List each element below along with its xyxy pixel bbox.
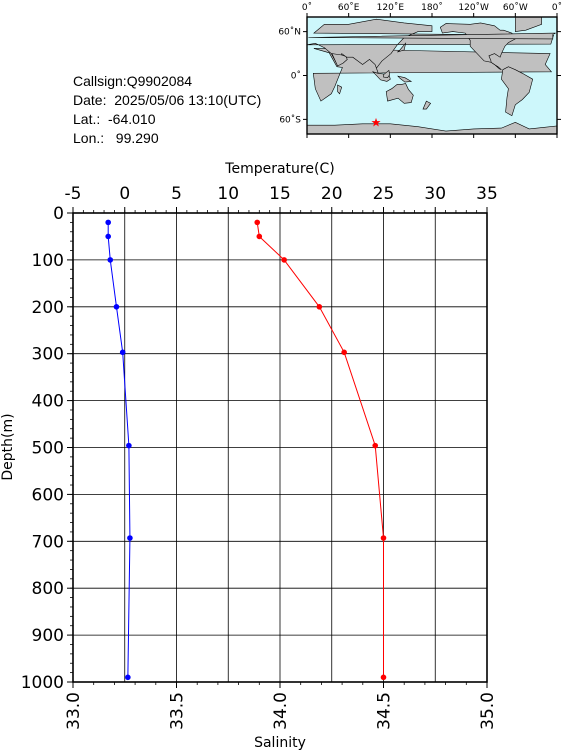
y-tick-label: 100 [32, 251, 64, 271]
map-lon-label: 120˚E [377, 2, 405, 13]
map-lon-label: 60˚E [338, 2, 360, 13]
data-point-0 [107, 257, 114, 263]
map-land-10 [490, 62, 502, 70]
bottom-axis-title: Salinity [254, 735, 306, 751]
date-text: Date: 2025/05/06 13:10(UTC) [73, 92, 262, 108]
top-tick-label: 10 [217, 184, 239, 204]
y-tick-label: 300 [32, 345, 64, 365]
map-lat-label: 60˚N [278, 27, 301, 38]
y-tick-label: 200 [32, 298, 64, 318]
top-tick-label: 20 [321, 184, 343, 204]
map-lat-label: 0˚ [291, 71, 301, 82]
y-axis-title: Depth(m) [0, 413, 16, 480]
data-point-1 [380, 674, 387, 681]
data-point-0 [105, 233, 111, 240]
map-land-13 [308, 32, 556, 40]
bottom-tick-label: 33.0 [64, 692, 84, 730]
data-point-1 [341, 349, 347, 356]
map-land-8 [422, 100, 432, 110]
y-tick-label: 700 [32, 532, 64, 552]
map-land-6 [397, 75, 413, 83]
bottom-tick-label: 33.5 [168, 692, 188, 730]
data-point-0 [127, 535, 133, 541]
data-point-0 [126, 442, 132, 449]
data-point-1 [316, 304, 323, 310]
data-point-1 [256, 233, 263, 240]
map-lon-label: 0˚ [302, 2, 312, 13]
data-point-0 [105, 219, 111, 226]
map-lon-label: 60˚W [503, 2, 528, 13]
longitude-text: Lon.: 99.290 [73, 130, 159, 146]
bottom-tick-label: 34.5 [375, 692, 395, 730]
bottom-tick-label: 35.0 [478, 692, 498, 730]
location-map: 0˚ 60˚E 120˚E 180˚ 120˚W 60˚W 0˚ 60˚N 0˚ 60˚S ★ [278, 2, 562, 138]
chart-series [105, 219, 387, 681]
plot-frame [72, 212, 488, 683]
chart-grid [72, 212, 488, 683]
data-point-1 [380, 535, 387, 541]
map-lon-label: 0˚ [552, 2, 562, 13]
bottom-tick-label: 34.0 [271, 692, 291, 730]
data-point-1 [372, 442, 379, 449]
top-axis-title: Temperature(C) [224, 161, 334, 177]
map-lat-label: 60˚S [279, 114, 301, 125]
y-tick-label: 500 [32, 439, 64, 459]
map-land-7 [385, 83, 414, 104]
series-line-0 [107, 222, 131, 678]
map-lon-label: 120˚W [458, 2, 489, 13]
map-lon-label: 180˚ [421, 2, 443, 13]
top-tick-label: -5 [65, 184, 82, 204]
top-tick-label: 35 [476, 184, 498, 204]
y-tick-label: 600 [32, 485, 64, 505]
top-tick-label: 15 [269, 184, 291, 204]
map-land-12 [501, 66, 534, 117]
y-tick-label: 1000 [21, 673, 64, 693]
map-land-2 [331, 53, 348, 67]
map-land-14 [337, 84, 343, 95]
callsign-text: Callsign:Q9902084 [73, 73, 193, 89]
top-tick-label: 0 [119, 184, 130, 204]
map-land-9 [439, 22, 516, 63]
data-point-1 [281, 257, 287, 263]
y-tick-label: 0 [53, 204, 64, 224]
y-tick-label: 900 [32, 626, 64, 646]
station-marker: ★ [371, 115, 382, 129]
y-tick-label: 800 [32, 579, 64, 599]
series-line-1 [256, 222, 384, 678]
map-land-5 [383, 69, 390, 79]
top-tick-label: 5 [171, 184, 182, 204]
latitude-text: Lat.: -64.010 [73, 111, 156, 127]
data-point-0 [125, 674, 131, 681]
y-tick-label: 400 [32, 392, 64, 412]
data-point-0 [113, 304, 120, 310]
station-info: Callsign:Q9902084 Date: 2025/05/06 13:10… [73, 72, 261, 148]
map-land-11 [514, 16, 543, 32]
data-point-1 [254, 219, 261, 226]
top-tick-label: 30 [424, 184, 446, 204]
top-tick-label: 25 [373, 184, 395, 204]
map-land-3 [397, 42, 407, 53]
data-point-0 [119, 349, 126, 356]
